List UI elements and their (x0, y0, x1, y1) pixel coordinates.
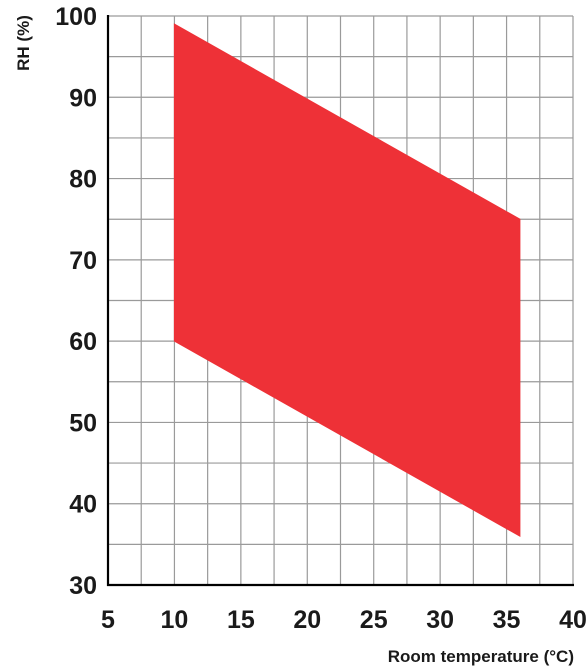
y-tick-label-40: 40 (69, 491, 97, 519)
x-axis-title: Room temperature (°C) (388, 647, 574, 666)
x-tick-label-20: 20 (293, 606, 321, 634)
operating-region (173, 23, 521, 538)
x-tick-label-5: 5 (101, 606, 115, 634)
y-tick-labels: 30 40 50 60 70 80 90 100 (55, 3, 97, 600)
y-tick-label-70: 70 (69, 247, 97, 275)
x-tick-label-30: 30 (426, 606, 454, 634)
x-tick-labels: 5 10 15 20 25 30 35 40 (101, 606, 587, 634)
y-tick-label-60: 60 (69, 328, 97, 356)
y-tick-label-90: 90 (69, 84, 97, 112)
x-tick-label-35: 35 (493, 606, 521, 634)
y-tick-label-80: 80 (69, 166, 97, 194)
operating-region-layer (173, 23, 521, 538)
y-tick-label-50: 50 (69, 409, 97, 437)
x-tick-label-25: 25 (360, 606, 388, 634)
axes (106, 15, 574, 587)
y-axis-title: RH (%) (14, 15, 33, 71)
x-tick-label-15: 15 (227, 606, 255, 634)
x-tick-label-10: 10 (161, 606, 189, 634)
y-tick-label-30: 30 (69, 572, 97, 600)
y-tick-label-100: 100 (55, 3, 97, 31)
x-tick-label-40: 40 (559, 606, 587, 634)
